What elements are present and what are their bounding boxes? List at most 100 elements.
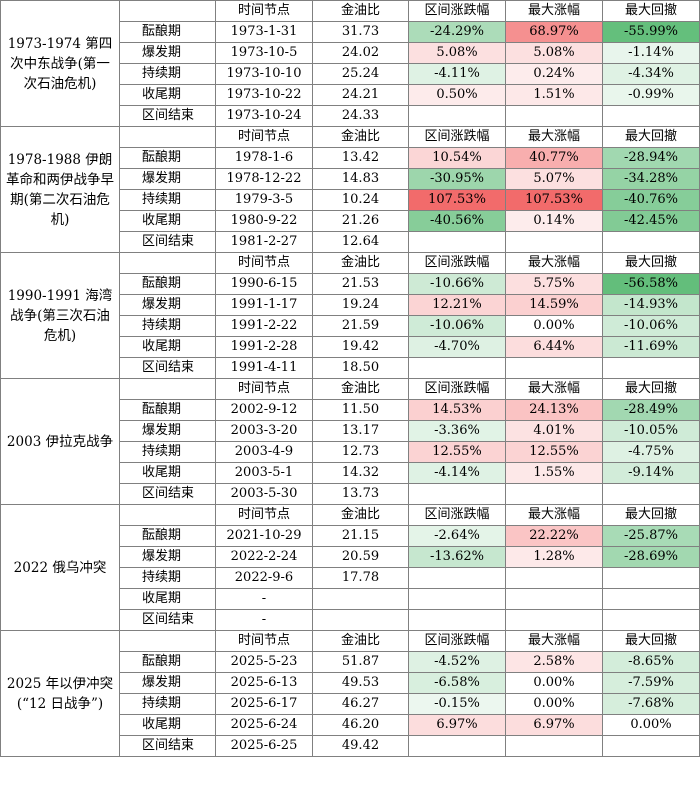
range-change-cell: -40.56% bbox=[408, 210, 506, 232]
header-max-drawdown: 最大回撤 bbox=[602, 126, 700, 148]
max-gain-cell: 0.00% bbox=[505, 315, 603, 337]
date-cell: 1991-2-28 bbox=[215, 336, 313, 358]
date-cell: 2003-4-9 bbox=[215, 441, 313, 463]
max-drawdown-cell bbox=[602, 735, 700, 757]
max-gain-cell bbox=[505, 105, 603, 127]
phase-cell: 持续期 bbox=[119, 693, 216, 715]
header-ratio: 金油比 bbox=[312, 252, 409, 274]
date-cell: 1991-4-11 bbox=[215, 357, 313, 379]
header-row: 1973-1974 第四次中东战争(第一次石油危机) 时间节点 金油比 区间涨跌幅 最大… bbox=[0, 0, 700, 127]
header-range-change: 区间涨跌幅 bbox=[408, 378, 506, 400]
max-gain-cell: 1.51% bbox=[505, 84, 603, 106]
range-change-cell bbox=[408, 357, 506, 379]
ratio-cell: 21.53 bbox=[312, 273, 409, 295]
max-gain-cell: 22.22% bbox=[505, 525, 603, 547]
date-cell: 2025-5-23 bbox=[215, 651, 313, 673]
header-max-drawdown: 最大回撤 bbox=[602, 0, 700, 22]
date-cell: - bbox=[215, 588, 313, 610]
table-row: 爆发期 1978-12-22 14.83 -30.95% 5.07% -34.28% bbox=[1, 168, 700, 190]
range-change-cell: 107.53% bbox=[408, 189, 506, 211]
table-row: 爆发期 1991-1-17 19.24 12.21% 14.59% -14.93% bbox=[1, 294, 700, 316]
max-drawdown-cell: -10.05% bbox=[602, 420, 700, 442]
phase-cell: 爆发期 bbox=[119, 294, 216, 316]
event-name-cell: 1973-1974 第四次中东战争(第一次石油危机) bbox=[0, 0, 120, 127]
date-cell: 2002-9-12 bbox=[215, 399, 313, 421]
phase-cell: 酝酿期 bbox=[119, 651, 216, 673]
range-change-cell bbox=[408, 483, 506, 505]
phase-cell: 爆发期 bbox=[119, 420, 216, 442]
date-cell: 2025-6-25 bbox=[215, 735, 313, 757]
max-gain-cell: 12.55% bbox=[505, 441, 603, 463]
ratio-cell: 13.17 bbox=[312, 420, 409, 442]
ratio-cell bbox=[312, 609, 409, 631]
phase-cell: 收尾期 bbox=[119, 462, 216, 484]
range-change-cell: -4.14% bbox=[408, 462, 506, 484]
ratio-cell: 13.42 bbox=[312, 147, 409, 169]
max-gain-cell: 4.01% bbox=[505, 420, 603, 442]
phase-cell: 区间结束 bbox=[119, 105, 216, 127]
date-cell: 1978-1-6 bbox=[215, 147, 313, 169]
ratio-cell: 46.27 bbox=[312, 693, 409, 715]
max-drawdown-cell: -42.45% bbox=[602, 210, 700, 232]
range-change-cell: 5.08% bbox=[408, 42, 506, 64]
max-gain-cell bbox=[505, 483, 603, 505]
ratio-cell: 21.26 bbox=[312, 210, 409, 232]
phase-cell: 收尾期 bbox=[119, 714, 216, 736]
range-change-cell: -4.52% bbox=[408, 651, 506, 673]
table-row: 收尾期 1980-9-22 21.26 -40.56% 0.14% -42.45% bbox=[1, 210, 700, 232]
header-date: 时间节点 bbox=[215, 126, 313, 148]
table-row: 酝酿期 2021-10-29 21.15 -2.64% 22.22% -25.87% bbox=[1, 525, 700, 547]
range-change-cell: -13.62% bbox=[408, 546, 506, 568]
phase-cell: 区间结束 bbox=[119, 735, 216, 757]
max-drawdown-cell: -1.14% bbox=[602, 42, 700, 64]
range-change-cell: -0.15% bbox=[408, 693, 506, 715]
max-drawdown-cell: -40.76% bbox=[602, 189, 700, 211]
phase-cell: 持续期 bbox=[119, 315, 216, 337]
table-row: 收尾期 1973-10-22 24.21 0.50% 1.51% -0.99% bbox=[1, 84, 700, 106]
ratio-cell: 20.59 bbox=[312, 546, 409, 568]
header-max-gain: 最大涨幅 bbox=[505, 126, 603, 148]
phase-cell: 区间结束 bbox=[119, 357, 216, 379]
date-cell: 1973-10-10 bbox=[215, 63, 313, 85]
max-drawdown-cell bbox=[602, 483, 700, 505]
phase-cell: 区间结束 bbox=[119, 483, 216, 505]
event-name-cell: 1978-1988 伊朗革命和两伊战争早期(第二次石油危机) bbox=[0, 126, 120, 253]
max-gain-cell: 0.14% bbox=[505, 210, 603, 232]
table-row: 持续期 1979-3-5 10.24 107.53% 107.53% -40.76% bbox=[1, 189, 700, 211]
header-range-change: 区间涨跌幅 bbox=[408, 630, 506, 652]
gold-oil-ratio-table: 1973-1974 第四次中东战争(第一次石油危机) 时间节点 金油比 区间涨跌幅 最大… bbox=[0, 0, 700, 757]
header-max-gain: 最大涨幅 bbox=[505, 504, 603, 526]
header-phase bbox=[119, 252, 216, 274]
phase-cell: 酝酿期 bbox=[119, 273, 216, 295]
table-row: 持续期 1991-2-22 21.59 -10.06% 0.00% -10.06% bbox=[1, 315, 700, 337]
max-gain-cell: 0.00% bbox=[505, 693, 603, 715]
ratio-cell: 24.02 bbox=[312, 42, 409, 64]
phase-cell: 收尾期 bbox=[119, 336, 216, 358]
table-row: 收尾期 - bbox=[1, 588, 700, 610]
max-gain-cell: 1.55% bbox=[505, 462, 603, 484]
phase-cell: 区间结束 bbox=[119, 609, 216, 631]
max-gain-cell: 5.75% bbox=[505, 273, 603, 295]
range-change-cell bbox=[408, 588, 506, 610]
range-change-cell: 12.55% bbox=[408, 441, 506, 463]
range-change-cell bbox=[408, 567, 506, 589]
header-date: 时间节点 bbox=[215, 0, 313, 22]
date-cell: 1990-6-15 bbox=[215, 273, 313, 295]
header-date: 时间节点 bbox=[215, 378, 313, 400]
header-max-drawdown: 最大回撤 bbox=[602, 504, 700, 526]
header-phase bbox=[119, 504, 216, 526]
header-phase bbox=[119, 0, 216, 22]
range-change-cell: -10.66% bbox=[408, 273, 506, 295]
date-cell: 1991-2-22 bbox=[215, 315, 313, 337]
header-max-drawdown: 最大回撤 bbox=[602, 630, 700, 652]
phase-cell: 区间结束 bbox=[119, 231, 216, 253]
range-change-cell bbox=[408, 231, 506, 253]
phase-cell: 收尾期 bbox=[119, 588, 216, 610]
ratio-cell bbox=[312, 588, 409, 610]
max-gain-cell: 14.59% bbox=[505, 294, 603, 316]
header-row: 1990-1991 海湾战争(第三次石油危机) 时间节点 金油比 区间涨跌幅 最大涨幅最… bbox=[0, 252, 700, 379]
max-drawdown-cell: -7.59% bbox=[602, 672, 700, 694]
max-drawdown-cell: -4.75% bbox=[602, 441, 700, 463]
phase-cell: 持续期 bbox=[119, 63, 216, 85]
max-drawdown-cell bbox=[602, 567, 700, 589]
